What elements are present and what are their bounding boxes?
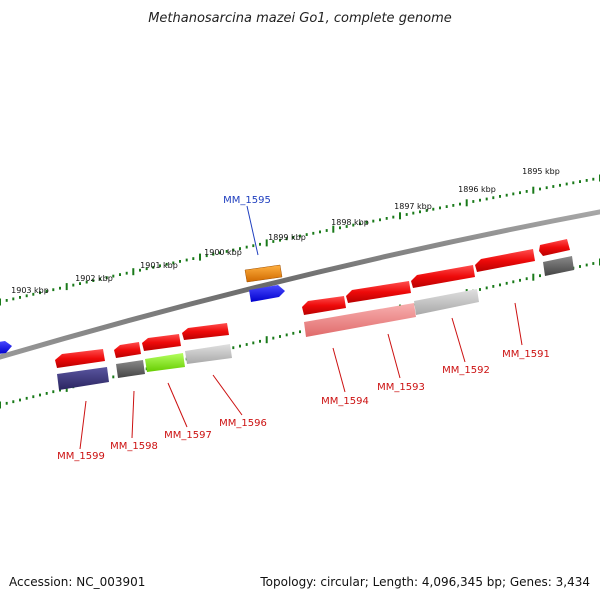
gene-label-mm1597[interactable]: MM_1597 xyxy=(164,430,212,441)
gene-feature-mm1599-navy[interactable] xyxy=(57,367,109,390)
leader-mm1597 xyxy=(167,382,188,428)
map-title: Methanosarcina mazei Go1, complete genom… xyxy=(148,11,452,26)
outer-tick-ring xyxy=(0,174,600,306)
gene-labels: MM_1595 MM_1591 MM_1592 MM_1593 MM_1594 … xyxy=(57,195,550,462)
leader-lines xyxy=(79,205,523,450)
kbp-label-1896: 1896 kbp xyxy=(458,185,496,194)
gene-label-mm1595[interactable]: MM_1595 xyxy=(223,195,271,206)
leader-mm1591 xyxy=(514,302,523,346)
kbp-label-1899: 1899 kbp xyxy=(268,233,306,242)
genome-backbone xyxy=(0,209,600,360)
gene-feature-mm1594-pink[interactable] xyxy=(304,303,416,337)
leader-mm1598 xyxy=(131,390,135,439)
gene-label-mm1594[interactable]: MM_1594 xyxy=(321,396,369,407)
gene-label-mm1593[interactable]: MM_1593 xyxy=(377,382,425,393)
kbp-labels: 1895 kbp 1896 kbp 1897 kbp 1898 kbp 1899… xyxy=(11,167,560,295)
gene-feature-mm1594-red[interactable] xyxy=(302,296,346,315)
leader-mm1599 xyxy=(79,400,87,450)
gene-label-mm1599[interactable]: MM_1599 xyxy=(57,451,105,462)
leader-mm1595 xyxy=(246,205,259,256)
accession-text: Accession: NC_003901 xyxy=(9,575,145,589)
kbp-label-1903: 1903 kbp xyxy=(11,286,49,295)
leader-mm1596 xyxy=(212,374,243,416)
gene-feature-mm1591-red[interactable] xyxy=(475,249,535,272)
gene-feature-right-dark[interactable] xyxy=(543,256,574,276)
gene-label-mm1598[interactable]: MM_1598 xyxy=(110,441,158,452)
gene-feature-mm1595-blue[interactable] xyxy=(249,285,285,302)
gene-feature-left-blue[interactable] xyxy=(0,341,12,354)
gene-label-mm1596[interactable]: MM_1596 xyxy=(219,418,267,429)
gene-feature-mm1592-red[interactable] xyxy=(411,265,475,288)
gene-feature-mm1599-red[interactable] xyxy=(55,349,105,368)
gene-label-mm1591[interactable]: MM_1591 xyxy=(502,349,550,360)
gene-feature-mm1592-light[interactable] xyxy=(414,289,479,315)
kbp-label-1901: 1901 kbp xyxy=(140,261,178,270)
reverse-strand-features xyxy=(55,249,574,390)
gene-feature-mm1595-orange[interactable] xyxy=(244,264,283,283)
leader-mm1593 xyxy=(387,333,401,379)
gene-feature-mm1596-red[interactable] xyxy=(182,323,229,340)
kbp-label-1900: 1900 kbp xyxy=(204,248,242,257)
gene-feature-mm1597-red[interactable] xyxy=(142,334,181,351)
gene-label-mm1592[interactable]: MM_1592 xyxy=(442,365,490,376)
leader-mm1592 xyxy=(451,317,466,363)
forward-strand-features xyxy=(0,239,570,354)
leader-mm1594 xyxy=(332,347,346,393)
kbp-label-1902: 1902 kbp xyxy=(75,274,113,283)
kbp-label-1895: 1895 kbp xyxy=(522,167,560,176)
gene-feature-mm1598-red[interactable] xyxy=(114,342,141,358)
gene-feature-mm1597-lime[interactable] xyxy=(145,353,185,372)
kbp-label-1898: 1898 kbp xyxy=(331,218,369,227)
genome-summary-text: Topology: circular; Length: 4,096,345 bp… xyxy=(259,575,590,589)
gene-feature-mm1593-red[interactable] xyxy=(346,281,411,303)
gene-feature-right-red[interactable] xyxy=(539,239,570,256)
gene-feature-mm1598-dark[interactable] xyxy=(116,360,145,378)
gene-feature-mm1596-light[interactable] xyxy=(185,344,232,364)
kbp-label-1897: 1897 kbp xyxy=(394,202,432,211)
